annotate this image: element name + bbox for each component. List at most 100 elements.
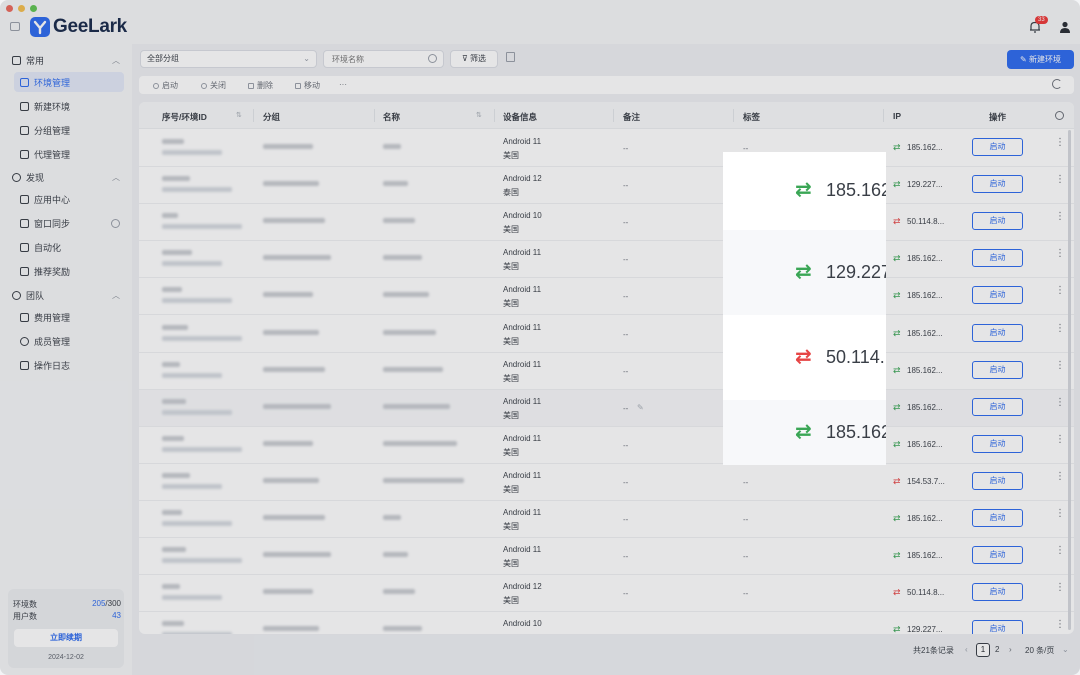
- start-button[interactable]: 启动: [972, 323, 1023, 342]
- sort-icon[interactable]: ⇅: [236, 112, 242, 119]
- team-icon: [12, 291, 21, 300]
- table-row[interactable]: Android 10 美国 -- ⇄ 50.114.8... 启动 ⋮: [139, 204, 1074, 242]
- start-button[interactable]: 启动: [972, 620, 1023, 634]
- more-options-icon[interactable]: ⋮: [1055, 137, 1065, 148]
- table-row[interactable]: Android 11 美国 -- ⇄ 185.162... 启动 ⋮: [139, 316, 1074, 353]
- table-row[interactable]: Android 10 ⇄ 129.227... 启动 ⋮: [139, 612, 1074, 634]
- start-button[interactable]: 启动: [972, 175, 1023, 194]
- more-options-icon[interactable]: ⋮: [1055, 582, 1065, 594]
- sidebar-item-env-manage[interactable]: 环境管理: [14, 72, 124, 92]
- env-name-search-input[interactable]: [323, 50, 444, 68]
- redacted-text: [162, 446, 242, 452]
- column-settings-icon[interactable]: [1055, 111, 1064, 120]
- sidebar-toggle-icon[interactable]: [10, 22, 20, 31]
- nav-group-common[interactable]: 常用 ︿: [12, 54, 120, 67]
- table-row[interactable]: Android 11 美国 -- -- ⇄ 185.162... 启动 ⋮: [139, 130, 1074, 167]
- table-row[interactable]: Android 11 美国 -- -- ⇄ 185.162... 启动 ⋮: [139, 538, 1074, 576]
- next-page-button[interactable]: ›: [1009, 645, 1012, 654]
- more-options-icon[interactable]: ⋮: [1055, 433, 1065, 445]
- page-1-button[interactable]: 1: [976, 643, 990, 657]
- sidebar-item-automation[interactable]: 自动化: [20, 237, 120, 257]
- renew-button[interactable]: 立即续期: [14, 629, 118, 647]
- prev-page-button[interactable]: ‹: [965, 645, 968, 654]
- more-options-icon[interactable]: ⋮: [1055, 359, 1065, 371]
- device-os: Android 11: [503, 508, 542, 517]
- edit-note-icon[interactable]: ✎: [637, 402, 644, 412]
- column-divider: [253, 109, 254, 122]
- more-options-icon[interactable]: ⋮: [1055, 545, 1065, 557]
- redacted-text: [263, 366, 325, 372]
- table-row[interactable]: Android 11 美国 -- ⇄ 185.162... 启动 ⋮: [139, 427, 1074, 464]
- proxy-status-icon: ⇄: [795, 179, 812, 201]
- page-2-button[interactable]: 2: [995, 645, 1000, 654]
- batch-move-button[interactable]: 移动: [295, 80, 320, 91]
- start-button[interactable]: 启动: [972, 434, 1023, 453]
- new-environment-button[interactable]: ✎ 新建环境: [1007, 50, 1074, 69]
- table-row[interactable]: Android 11 美国 -- -- ⇄ 154.53.7... 启动 ⋮: [139, 464, 1074, 501]
- nav-group-discover[interactable]: 发现 ︿: [12, 171, 120, 184]
- sidebar-item-new-env[interactable]: 新建环境: [20, 96, 120, 116]
- table-row[interactable]: Android 12 泰国 -- ⇄ 129.227... 启动 ⋮: [139, 167, 1074, 205]
- sidebar-item-members[interactable]: 成员管理: [20, 331, 120, 351]
- start-button[interactable]: 启动: [972, 509, 1023, 527]
- app-name: GeeLark: [53, 16, 127, 37]
- batch-stop-button[interactable]: 关闭: [201, 80, 226, 91]
- recycle-bin-icon[interactable]: [506, 52, 515, 62]
- sort-icon[interactable]: ⇅: [476, 112, 482, 119]
- filter-button[interactable]: ⊽ 筛选: [450, 50, 498, 68]
- more-options-icon[interactable]: ⋮: [1055, 248, 1065, 260]
- more-options-icon[interactable]: ⋮: [1055, 470, 1065, 482]
- home-icon: [12, 56, 21, 65]
- more-options-icon[interactable]: ⋮: [1055, 174, 1065, 186]
- batch-start-button[interactable]: 启动: [153, 80, 178, 91]
- more-options-icon[interactable]: ⋮: [1055, 322, 1065, 334]
- sidebar-item-group-manage[interactable]: 分组管理: [20, 120, 120, 140]
- start-button[interactable]: 启动: [972, 546, 1023, 565]
- start-button[interactable]: 启动: [972, 360, 1023, 379]
- table-row[interactable]: Android 11 美国 -- ⇄ 185.162... 启动 ⋮: [139, 241, 1074, 279]
- more-options-icon[interactable]: ⋮: [1055, 211, 1065, 223]
- minimize-window-button[interactable]: [18, 5, 25, 12]
- sidebar-item-proxy-manage[interactable]: 代理管理: [20, 144, 120, 164]
- page-size-select[interactable]: 20 条/页: [1025, 646, 1055, 655]
- device-os: Android 12: [503, 582, 542, 592]
- start-button[interactable]: 启动: [972, 471, 1023, 490]
- start-button[interactable]: 启动: [972, 583, 1023, 602]
- sidebar-item-operation-log[interactable]: 操作日志: [20, 355, 120, 375]
- redacted-text: [162, 139, 184, 144]
- total-records: 共21条记录: [913, 646, 954, 655]
- group-select[interactable]: 全部分组 ⌄: [140, 50, 317, 68]
- sidebar-item-billing[interactable]: 费用管理: [20, 307, 120, 327]
- nav-group-team[interactable]: 团队 ︿: [12, 289, 120, 302]
- close-window-button[interactable]: [6, 5, 13, 12]
- search-icon[interactable]: [428, 54, 437, 63]
- column-divider: [494, 109, 495, 122]
- more-options-icon[interactable]: ⋮: [1055, 285, 1065, 297]
- more-options-icon[interactable]: ⋮: [1055, 396, 1065, 408]
- refresh-icon[interactable]: [1052, 79, 1062, 89]
- table-scrollbar[interactable]: [1068, 130, 1071, 630]
- sidebar-item-window-sync[interactable]: 窗口同步: [20, 213, 120, 233]
- batch-more-button[interactable]: ···: [339, 80, 347, 89]
- table-row[interactable]: Android 11 美国 -- ⇄ 185.162... 启动 ⋮: [139, 278, 1074, 316]
- more-options-icon[interactable]: ⋮: [1055, 619, 1065, 631]
- start-button[interactable]: 启动: [972, 138, 1023, 156]
- table-row[interactable]: Android 11 美国 -- ✎ ⇄ 185.162... 启动 ⋮: [139, 389, 1074, 427]
- redacted-text: [263, 515, 325, 520]
- start-button[interactable]: 启动: [972, 286, 1023, 305]
- table-row[interactable]: Android 11 美国 -- -- ⇄ 185.162... 启动 ⋮: [139, 501, 1074, 538]
- start-button[interactable]: 启动: [972, 397, 1023, 416]
- ip-address: 185.162...: [907, 143, 943, 152]
- more-options-icon[interactable]: ⋮: [1055, 508, 1065, 519]
- table-row[interactable]: Android 11 美国 -- ⇄ 185.162... 启动 ⋮: [139, 353, 1074, 390]
- start-button[interactable]: 启动: [972, 249, 1023, 268]
- sidebar-item-referral[interactable]: 推荐奖励: [20, 261, 120, 281]
- table-row[interactable]: Android 12 美国 -- -- ⇄ 50.114.8... 启动 ⋮: [139, 575, 1074, 613]
- sidebar-item-app-center[interactable]: 应用中心: [20, 189, 120, 209]
- batch-delete-button[interactable]: 删除: [248, 80, 273, 91]
- maximize-window-button[interactable]: [30, 5, 37, 12]
- start-button[interactable]: 启动: [972, 212, 1023, 231]
- user-avatar-icon[interactable]: [1058, 20, 1072, 34]
- redacted-text: [162, 521, 232, 526]
